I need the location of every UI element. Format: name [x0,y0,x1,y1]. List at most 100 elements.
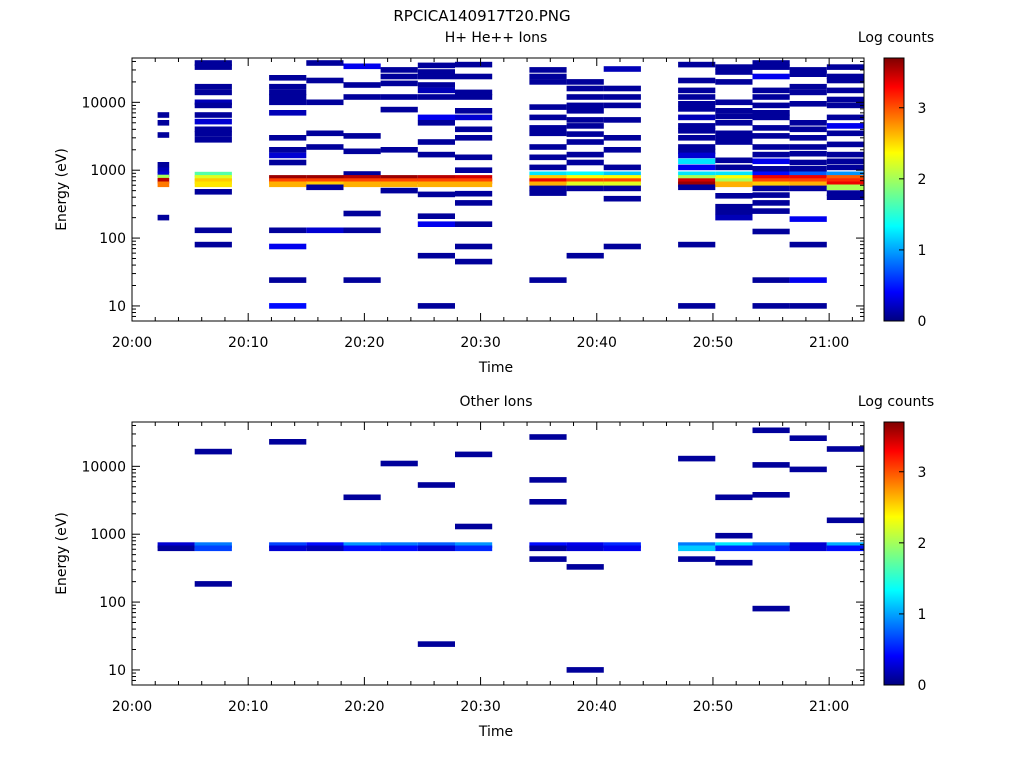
heatmap-cell [343,94,381,100]
heatmap-cell [566,175,604,181]
heatmap-cell [715,559,753,566]
x-axis-label: Time [478,360,513,376]
heatmap-cell [269,159,307,166]
heatmap-cell [380,80,418,87]
heatmap-cell [826,102,864,109]
heatmap-cell [417,82,455,88]
heatmap-cell [826,190,864,196]
heatmap-cell [157,174,170,181]
heatmap-cell [380,178,418,184]
heatmap-cell [715,542,753,548]
plot-frame [131,421,865,686]
heatmap-cell [566,123,604,129]
heatmap-cell [789,466,827,473]
y-tick-label: 10 [108,663,126,679]
heatmap-cell [678,241,716,248]
heatmap-cell [455,94,493,100]
heatmap-cell [455,135,493,141]
heatmap-cell [380,460,418,467]
heatmap-cell [826,517,864,524]
heatmap-cell [678,148,716,155]
heatmap-cell [343,63,381,70]
heatmap-cell [715,532,753,539]
colorbar-tick-label: 1 [918,607,927,623]
heatmap-cell [752,60,790,66]
heatmap-cell [826,181,864,188]
heatmap-cell [678,171,716,178]
heatmap-cell [529,104,567,110]
heatmap-cell [269,439,307,445]
y-tick-label: 10000 [81,459,126,475]
heatmap-cell [678,158,716,165]
heatmap-cell [566,181,604,188]
heatmap-cell [194,112,232,118]
heatmap-cell [269,227,307,234]
heatmap-cell [529,171,567,178]
x-tick-label: 21:00 [809,699,849,715]
heatmap-cell [194,178,232,184]
heatmap-cell [306,181,344,188]
heatmap-cell [789,150,827,157]
heatmap-cell [826,542,864,548]
heatmap-cell [715,175,753,181]
heatmap-cell [417,62,455,69]
heatmap-cell [417,181,455,188]
heatmap-cell [194,189,232,195]
y-tick-label: 100 [99,595,126,611]
heatmap-cell [752,114,790,121]
heatmap-cell [157,542,195,548]
heatmap-cells [157,60,864,309]
heatmap-cell [715,69,753,75]
heatmap-cell [157,132,170,138]
heatmap-cell [455,451,493,458]
heatmap-cell [529,125,567,131]
x-tick-label: 20:20 [344,699,384,715]
heatmap-cell [455,221,493,227]
heatmap-cell [715,99,753,106]
heatmap-cell [343,277,381,283]
x-tick-label: 20:10 [228,335,268,351]
heatmap-cell [269,147,307,153]
heatmap-cell [715,203,753,210]
heatmap-cell [380,73,418,80]
heatmap-cell [826,141,864,148]
heatmap-cell [157,162,170,168]
heatmap-cell [529,164,567,171]
heatmap-cell [826,64,864,70]
colorbar-tick-label: 2 [918,172,927,188]
heatmap-cell [157,177,170,184]
heatmap-cell [603,542,641,548]
heatmap-cell [194,89,232,96]
y-tick-label: 1000 [90,163,126,179]
heatmap-cell [678,77,716,84]
heatmap-cell [752,110,790,116]
heatmap-cell [194,64,232,70]
heatmap-cell [678,455,716,462]
heatmap-cell [678,144,716,150]
heatmap-cell [269,89,307,96]
heatmap-cell [603,94,641,100]
heatmap-cell [678,61,716,68]
heatmap-cell [417,151,455,158]
heatmap-cell [566,545,604,552]
plot-area [132,422,864,685]
y-tick-label: 10 [108,299,126,315]
heatmap-cell [306,77,344,84]
heatmap-cell [789,101,827,107]
heatmap-cell [194,99,232,106]
heatmap-cell [194,171,232,178]
y-tick-label: 1000 [90,527,126,543]
heatmap-cell [789,175,827,181]
heatmap-cell [826,96,864,103]
heatmap-cell [789,166,827,172]
heatmap-cell [157,112,170,118]
heatmap-cell [194,118,232,125]
heatmap-cell [455,542,493,548]
heatmap-cell [417,94,455,100]
heatmap-cell [715,164,753,171]
heatmap-cell [678,175,716,181]
heatmap-cell [566,108,604,114]
heatmap-cell [752,228,790,235]
heatmap-cell [194,83,232,90]
